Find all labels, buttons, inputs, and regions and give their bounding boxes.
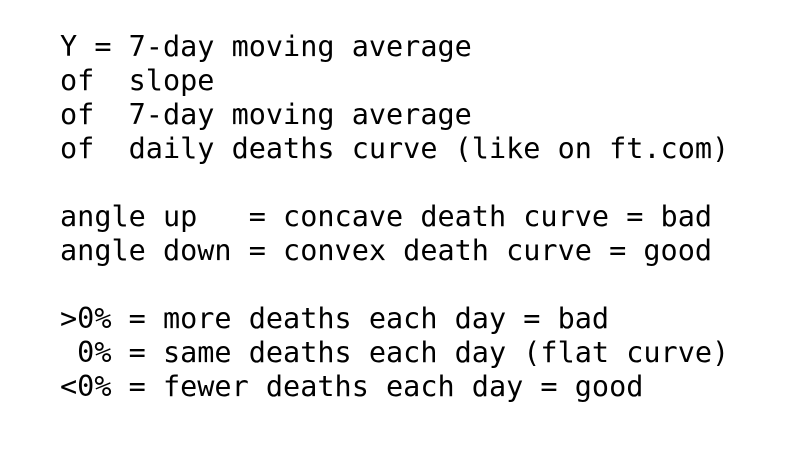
text-line: <0% = fewer deaths each day = good bbox=[60, 370, 644, 403]
text-line: of slope bbox=[60, 64, 215, 97]
text-line: of daily deaths curve (like on ft.com) bbox=[60, 132, 730, 165]
text-line: 0% = same deaths each day (flat curve) bbox=[60, 336, 730, 369]
text-block: >0% = more deaths each day = bad 0% = sa… bbox=[60, 302, 793, 404]
text-block: Y = 7-day moving average of slope of 7-d… bbox=[60, 30, 793, 166]
text-line: Y = 7-day moving average bbox=[60, 30, 472, 63]
text-line: angle up = concave death curve = bad bbox=[60, 200, 713, 233]
text-line: angle down = convex death curve = good bbox=[60, 234, 713, 267]
text-block: angle up = concave death curve = bad ang… bbox=[60, 200, 793, 268]
text-line: >0% = more deaths each day = bad bbox=[60, 302, 610, 335]
text-line: of 7-day moving average bbox=[60, 98, 472, 131]
